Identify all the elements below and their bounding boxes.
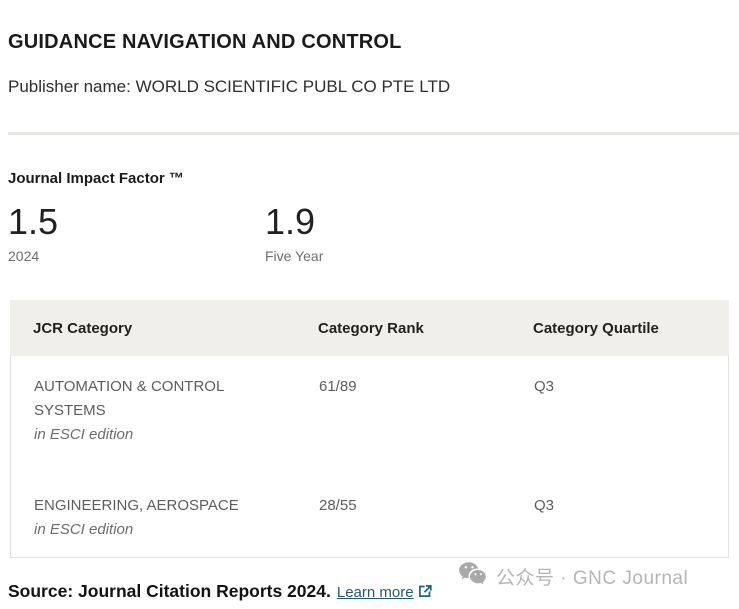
category-name: AUTOMATION & CONTROL SYSTEMS xyxy=(34,378,224,419)
category-edition: in ESCI edition xyxy=(34,521,134,538)
category-rank-value: 28/55 xyxy=(319,497,357,514)
column-header-category-rank: Category Rank xyxy=(318,319,424,337)
external-link-icon[interactable] xyxy=(417,583,433,604)
source-text: Source: Journal Citation Reports 2024. xyxy=(8,581,331,601)
category-name: ENGINEERING, AEROSPACE xyxy=(34,497,239,514)
impact-factor-heading: Journal Impact Factor ™ xyxy=(8,170,184,187)
category-quartile-value: Q3 xyxy=(534,378,555,395)
learn-more-link[interactable]: Learn more xyxy=(336,584,414,601)
jcr-category-table: JCR Category Category Rank Category Quar… xyxy=(10,300,729,558)
impact-factor-value: 1.5 xyxy=(8,201,59,242)
wechat-icon xyxy=(458,561,488,592)
section-divider xyxy=(8,132,739,135)
table-body: AUTOMATION & CONTROL SYSTEMS in ESCI edi… xyxy=(10,356,729,558)
publisher-name: Publisher name: WORLD SCIENTIFIC PUBL CO… xyxy=(8,77,451,96)
source-footer: Source: Journal Citation Reports 2024. L… xyxy=(8,581,433,602)
category-cell: AUTOMATION & CONTROL SYSTEMS in ESCI edi… xyxy=(11,375,296,446)
category-rank-value: 61/89 xyxy=(319,378,357,395)
table-row: ENGINEERING, AEROSPACE in ESCI edition 2… xyxy=(11,494,728,560)
impact-factor-five-year: 1.9 Five Year xyxy=(265,200,323,264)
five-year-value: 1.9 xyxy=(265,201,316,242)
column-header-category-quartile: Category Quartile xyxy=(533,319,659,337)
five-year-label: Five Year xyxy=(265,248,324,264)
column-header-jcr-category: JCR Category xyxy=(33,319,133,337)
category-quartile-value: Q3 xyxy=(534,497,555,514)
impact-factor-year-label: 2024 xyxy=(8,248,40,264)
category-cell: ENGINEERING, AEROSPACE in ESCI edition xyxy=(11,494,296,541)
journal-title: GUIDANCE NAVIGATION AND CONTROL xyxy=(8,31,402,53)
watermark-text: 公众号 · GNC Journal xyxy=(496,568,689,589)
category-edition: in ESCI edition xyxy=(34,426,134,443)
table-row: AUTOMATION & CONTROL SYSTEMS in ESCI edi… xyxy=(11,356,728,494)
impact-factor-current: 1.5 2024 xyxy=(8,200,58,264)
table-header-row: JCR Category Category Rank Category Quar… xyxy=(10,300,729,356)
wechat-watermark: 公众号 · GNC Journal xyxy=(458,561,688,592)
